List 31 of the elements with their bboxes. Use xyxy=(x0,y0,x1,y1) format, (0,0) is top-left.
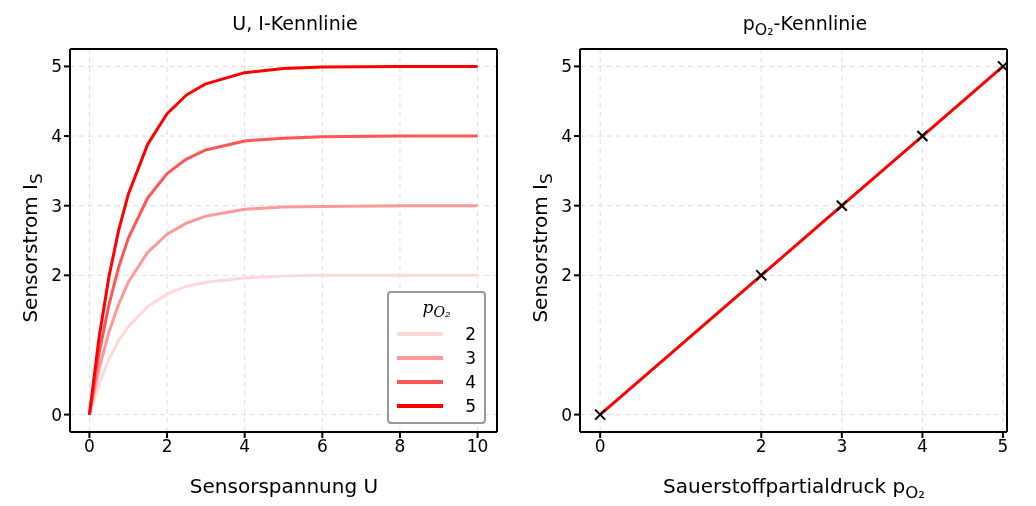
x-tick-label: 3 xyxy=(836,436,848,457)
legend-label: 4 xyxy=(465,372,476,392)
y-tick-label: 4 xyxy=(51,126,62,147)
legend-label: 5 xyxy=(465,396,476,416)
line-series xyxy=(87,64,480,417)
legend-label: 2 xyxy=(465,324,476,344)
y-tick-label: 3 xyxy=(561,195,572,216)
legend-label: 3 xyxy=(465,348,476,368)
x-tick-label: 4 xyxy=(916,436,928,457)
y-tick-label: 5 xyxy=(561,56,572,77)
x-tick-label: 10 xyxy=(466,436,489,457)
y-tick-label: 4 xyxy=(561,126,572,147)
x-tick-label: 2 xyxy=(755,436,767,457)
x-tick-label: 4 xyxy=(239,436,251,457)
chart-title: p$_{O₂}$-Kennlinie xyxy=(741,12,869,39)
chart-title: U, I-Kennlinie xyxy=(231,12,359,34)
legend-title: p$_{O₂}$ xyxy=(421,296,452,320)
y-tick-label: 2 xyxy=(51,265,62,286)
x-tick-label: 5 xyxy=(997,436,1009,457)
y-tick-label: 0 xyxy=(561,404,572,425)
y-tick-label: 3 xyxy=(51,195,62,216)
y-tick-label: 0 xyxy=(51,404,62,425)
x-tick-label: 0 xyxy=(594,436,606,457)
y-tick-label: 2 xyxy=(561,265,572,286)
x-axis-title: Sensorspannung U xyxy=(188,474,380,498)
x-tick-label: 6 xyxy=(316,436,328,457)
x-tick-label: 0 xyxy=(84,436,95,457)
x-tick-label: 8 xyxy=(394,436,406,457)
y-tick-label: 5 xyxy=(51,56,62,77)
x-tick-label: 2 xyxy=(161,436,173,457)
x-axis-title: Sauerstoffpartialdruck p$_{O₂}$ xyxy=(662,474,926,502)
